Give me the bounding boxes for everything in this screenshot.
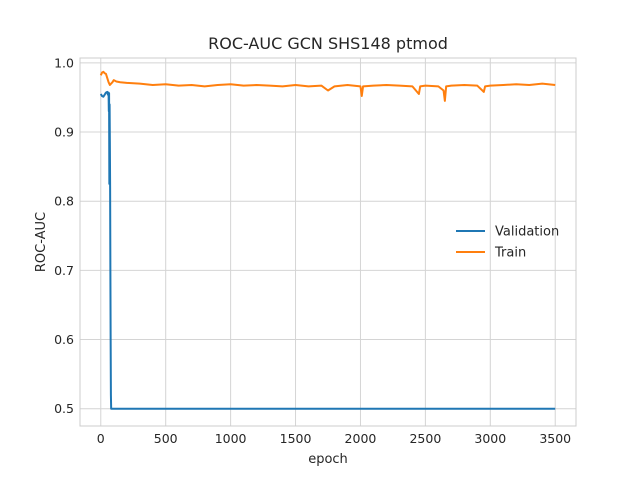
x-tick-label: 3500 <box>539 431 571 446</box>
series-line-validation <box>99 90 556 410</box>
x-tick-label: 2000 <box>345 431 377 446</box>
y-tick-label: 1.0 <box>54 55 74 70</box>
x-tick-label: 3000 <box>474 431 506 446</box>
series-layer <box>99 70 556 410</box>
x-axis-label: epoch <box>308 452 348 467</box>
y-tick-label: 0.7 <box>54 263 74 278</box>
y-tick-labels: 0.5 0.6 0.7 0.8 0.9 1.0 <box>54 55 74 416</box>
x-tick-label: 1000 <box>215 431 247 446</box>
y-tick-label: 0.8 <box>54 194 74 209</box>
x-tick-label: 0 <box>97 431 105 446</box>
chart-title: ROC-AUC GCN SHS148 ptmod <box>208 34 448 53</box>
plot-frame <box>79 57 577 427</box>
x-tick-label: 2500 <box>409 431 441 446</box>
legend-label-train: Train <box>494 246 526 261</box>
x-tick-label: 500 <box>154 431 178 446</box>
legend: Validation Train <box>456 225 559 261</box>
x-tick-label: 1500 <box>280 431 312 446</box>
y-tick-label: 0.6 <box>54 332 74 347</box>
y-tick-label: 0.9 <box>54 125 74 140</box>
legend-label-validation: Validation <box>495 225 559 240</box>
x-tick-labels: 0 500 1000 1500 2000 2500 3000 3500 <box>97 431 571 446</box>
y-axis-label: ROC-AUC <box>34 212 49 272</box>
y-tick-label: 0.5 <box>54 401 74 416</box>
series-line-train <box>99 70 556 102</box>
